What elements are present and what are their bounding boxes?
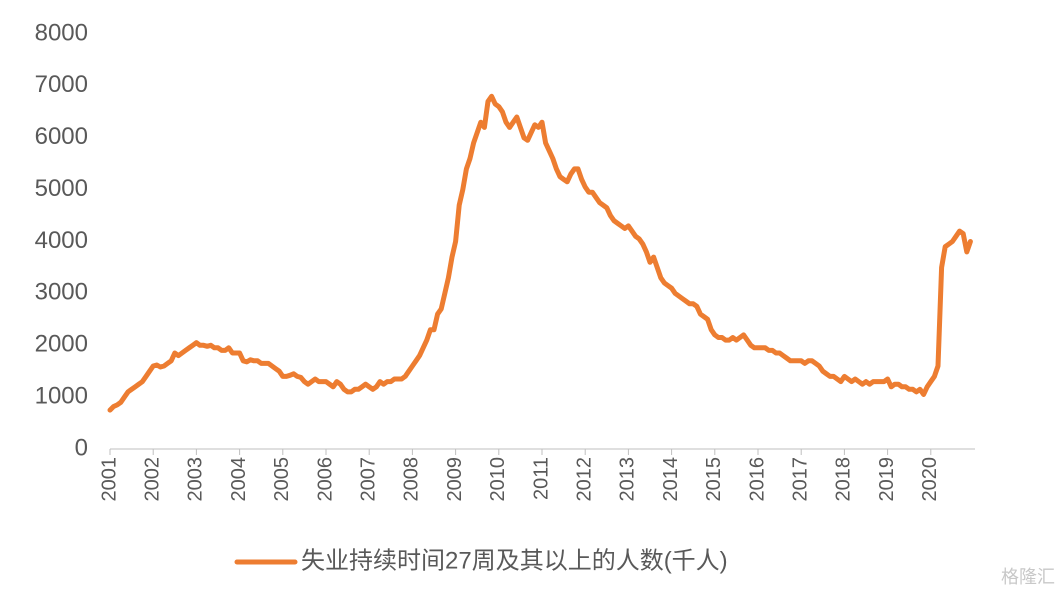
x-tick-label: 2018 xyxy=(833,457,855,502)
y-tick-label: 8000 xyxy=(35,19,88,46)
y-tick-label: 0 xyxy=(75,434,88,461)
y-tick-label: 1000 xyxy=(35,382,88,409)
x-tick-label: 2008 xyxy=(401,457,423,502)
y-tick-label: 7000 xyxy=(35,71,88,98)
x-tick-label: 2003 xyxy=(185,457,207,502)
y-tick-label: 4000 xyxy=(35,227,88,254)
y-tick-label: 2000 xyxy=(35,331,88,358)
data-line xyxy=(107,93,973,413)
x-tick-label: 2010 xyxy=(487,457,509,502)
watermark: 格隆汇 xyxy=(1001,567,1055,587)
x-tick-label: 2016 xyxy=(746,457,768,502)
y-tick-label: 3000 xyxy=(35,279,88,306)
x-tick-label: 2004 xyxy=(228,457,250,502)
x-tick-label: 2007 xyxy=(357,457,379,502)
x-tick-label: 2002 xyxy=(141,457,163,502)
x-tick-label: 2019 xyxy=(876,457,898,502)
x-tick-label: 2012 xyxy=(573,457,595,502)
x-tick-label: 2005 xyxy=(271,457,293,502)
x-tick-label: 2017 xyxy=(789,457,811,502)
legend-label: 失业持续时间27周及其以上的人数(千人) xyxy=(301,547,728,574)
y-tick-label: 5000 xyxy=(35,175,88,202)
x-tick-label: 2001 xyxy=(98,457,120,502)
x-tick-label: 2011 xyxy=(530,457,552,500)
x-tick-label: 2013 xyxy=(617,457,639,502)
x-tick-label: 2014 xyxy=(660,457,682,502)
x-tick-label: 2020 xyxy=(919,457,941,502)
x-tick-label: 2015 xyxy=(703,457,725,502)
x-tick-label: 2009 xyxy=(444,457,466,502)
x-tick-label: 2006 xyxy=(314,457,336,502)
y-tick-label: 6000 xyxy=(35,123,88,150)
